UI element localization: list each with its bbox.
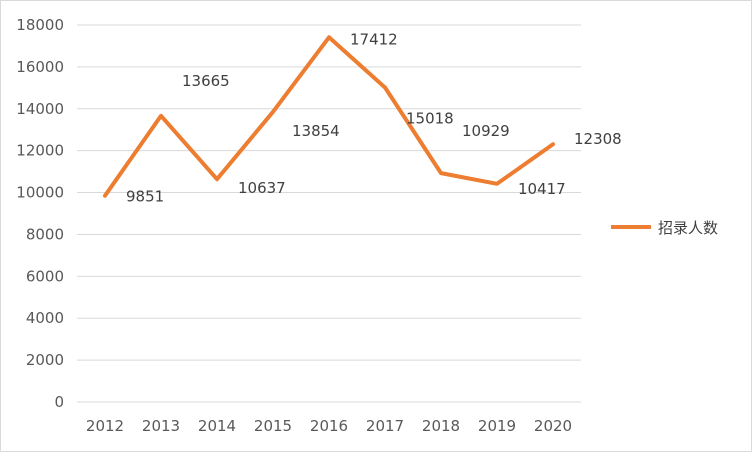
y-tick-label: 6000 [26, 267, 64, 285]
data-label: 10637 [238, 179, 286, 197]
x-tick-label: 2020 [534, 417, 572, 435]
y-axis-tick-labels: 0 2000 4000 6000 8000 10000 12000 14000 16000 180… [16, 16, 64, 411]
x-axis-tick-labels: 2012 2013 2014 2015 2016 2017 2018 2019 2020 [86, 417, 572, 435]
y-tick-label: 12000 [16, 142, 64, 160]
x-tick-label: 2017 [366, 417, 404, 435]
legend: 招录人数 [611, 219, 718, 237]
y-tick-label: 16000 [16, 58, 64, 76]
y-tick-label: 18000 [16, 16, 64, 34]
x-tick-label: 2018 [422, 417, 460, 435]
data-label: 15018 [406, 109, 454, 127]
x-tick-label: 2015 [254, 417, 292, 435]
data-label: 12308 [574, 130, 622, 148]
data-label: 9851 [126, 188, 164, 206]
series-line [103, 35, 555, 198]
y-tick-label: 14000 [16, 100, 64, 118]
x-tick-label: 2012 [86, 417, 124, 435]
legend-label-series: 招录人数 [658, 219, 718, 237]
y-tick-label: 0 [54, 393, 64, 411]
data-label: 10417 [518, 180, 566, 198]
y-tick-label: 2000 [26, 351, 64, 369]
y-tick-label: 8000 [26, 225, 64, 243]
data-label: 13665 [182, 72, 230, 90]
data-label: 13854 [292, 122, 340, 140]
x-tick-label: 2019 [478, 417, 516, 435]
y-tick-label: 4000 [26, 309, 64, 327]
x-tick-label: 2013 [142, 417, 180, 435]
y-tick-label: 10000 [16, 184, 64, 202]
data-label: 10929 [462, 122, 510, 140]
x-tick-label: 2016 [310, 417, 348, 435]
series-lines [103, 35, 555, 198]
x-tick-label: 2014 [198, 417, 236, 435]
gridlines [77, 24, 581, 403]
data-label: 17412 [350, 30, 398, 48]
data-labels: 9851 13665 10637 13854 17412 15018 10929 10417 1… [126, 30, 622, 205]
